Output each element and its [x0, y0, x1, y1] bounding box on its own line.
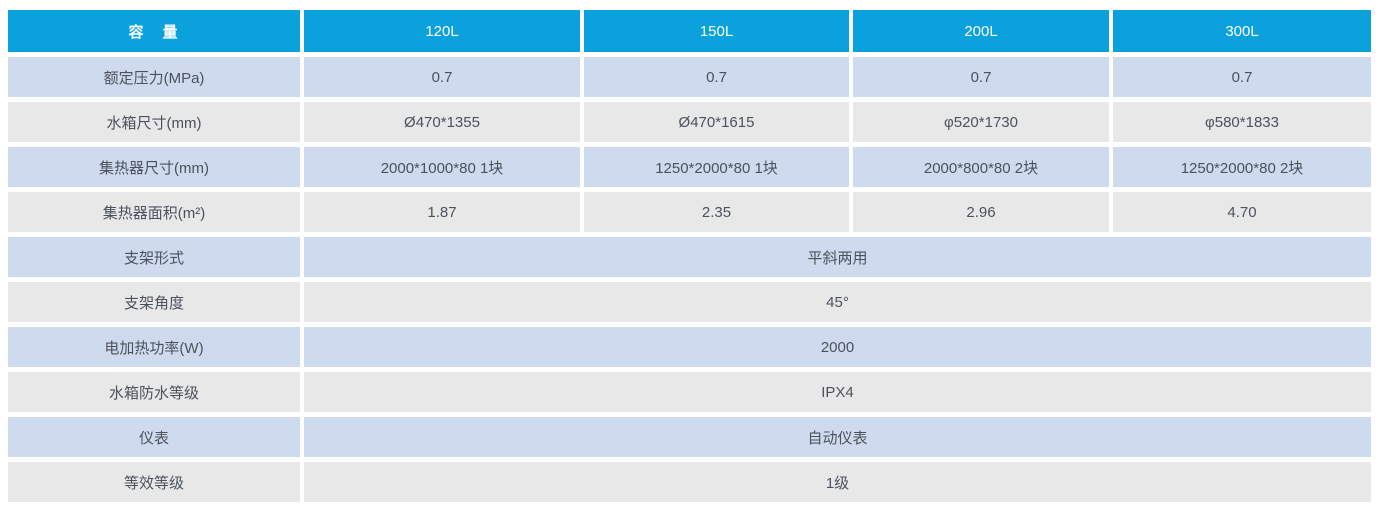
value-cell: Ø470*1615: [584, 102, 849, 142]
value-cell-span: 45°: [304, 282, 1371, 322]
header-cell-150l: 150L: [584, 10, 849, 52]
row-label-rated-pressure: 额定压力(MPa): [8, 57, 300, 97]
value-cell: φ520*1730: [853, 102, 1109, 142]
row-label-heating-power: 电加热功率(W): [8, 327, 300, 367]
value-cell-span: 2000: [304, 327, 1371, 367]
value-cell: 1250*2000*80 2块: [1113, 147, 1371, 187]
value-cell: 0.7: [584, 57, 849, 97]
row-label-collector-size: 集热器尺寸(mm): [8, 147, 300, 187]
value-cell-span: 自动仪表: [304, 417, 1371, 457]
header-cell-capacity: 容 量: [8, 10, 300, 52]
row-label-tank-size: 水箱尺寸(mm): [8, 102, 300, 142]
row-label-instrument: 仪表: [8, 417, 300, 457]
row-label-collector-area: 集热器面积(m²): [8, 192, 300, 232]
header-cell-300l: 300L: [1113, 10, 1371, 52]
spec-table: 容 量 120L 150L 200L 300L 额定压力(MPa) 0.7 0.…: [8, 10, 1371, 502]
value-cell: 1.87: [304, 192, 580, 232]
value-cell: 4.70: [1113, 192, 1371, 232]
header-cell-200l: 200L: [853, 10, 1109, 52]
value-cell-span: IPX4: [304, 372, 1371, 412]
value-cell: 2000*1000*80 1块: [304, 147, 580, 187]
value-cell: 1250*2000*80 1块: [584, 147, 849, 187]
value-cell: 0.7: [1113, 57, 1371, 97]
value-cell: 2000*800*80 2块: [853, 147, 1109, 187]
value-cell: 0.7: [304, 57, 580, 97]
value-cell-span: 1级: [304, 462, 1371, 502]
value-cell: Ø470*1355: [304, 102, 580, 142]
value-cell-span: 平斜两用: [304, 237, 1371, 277]
value-cell: φ580*1833: [1113, 102, 1371, 142]
value-cell: 2.96: [853, 192, 1109, 232]
row-label-bracket-type: 支架形式: [8, 237, 300, 277]
header-cell-120l: 120L: [304, 10, 580, 52]
row-label-waterproof-rating: 水箱防水等级: [8, 372, 300, 412]
value-cell: 0.7: [853, 57, 1109, 97]
row-label-equivalent-grade: 等效等级: [8, 462, 300, 502]
row-label-bracket-angle: 支架角度: [8, 282, 300, 322]
value-cell: 2.35: [584, 192, 849, 232]
